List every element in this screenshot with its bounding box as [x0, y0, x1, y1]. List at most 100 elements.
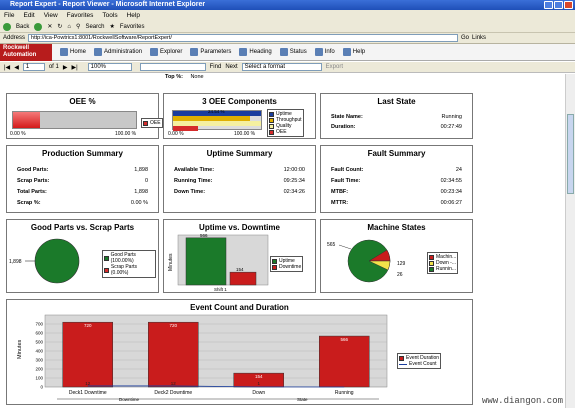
maximize-button[interactable]	[554, 1, 563, 9]
uptime-summary-title: Uptime Summary	[206, 149, 273, 158]
help-icon	[342, 48, 351, 56]
back-arrow-icon[interactable]	[3, 22, 11, 31]
oee-gauge-fill	[13, 112, 41, 128]
nav-explorer[interactable]: Explorer	[150, 48, 182, 56]
back-button[interactable]: Back	[16, 23, 30, 30]
oee-title: OEE %	[69, 97, 96, 106]
bar-value-label: 720	[169, 323, 177, 328]
event-ylabel: Minutes	[17, 339, 23, 359]
good-vs-scrap-panel: Good Parts vs. Scrap Parts 1,898 Good Pa…	[6, 219, 159, 293]
explorer-icon	[150, 48, 159, 56]
menu-help[interactable]: Help	[126, 12, 140, 19]
oee-components-max: 100.00 %	[234, 131, 256, 137]
bar-downtime	[229, 271, 257, 286]
nav-status[interactable]: Status	[279, 48, 307, 56]
home-icon[interactable]: ⌂	[67, 23, 72, 30]
oee-legend: OEE	[141, 118, 163, 128]
admin-icon	[94, 48, 103, 56]
watermark-text: www.diangon.com	[481, 396, 563, 406]
menu-tools[interactable]: Tools	[102, 12, 118, 19]
bar-value-label: 566	[340, 337, 348, 342]
count-value-label: 1	[257, 381, 260, 386]
page-number-input[interactable]: 1	[22, 63, 45, 71]
xtick-label: Down	[252, 390, 265, 396]
next-link[interactable]: Next	[225, 64, 238, 70]
prev-page-icon[interactable]: ◀	[14, 64, 19, 71]
machine-states-legend: Machin... Down -... Runnin...	[427, 252, 459, 274]
event-chart-panel: Event Count and Duration Minutes 0 100 200…	[6, 299, 473, 405]
heading-icon	[239, 48, 248, 56]
nav-parameters[interactable]: Parameters	[190, 48, 231, 56]
favorites-button[interactable]: Favorites	[119, 23, 145, 30]
uptime-vs-downtime-chart: 566 154 Shift 1 Minutes	[168, 233, 269, 292]
go-button[interactable]: Go	[461, 35, 470, 41]
good-vs-scrap-legend: Good Parts (100.00%) Scrap Parts (0.00%)	[102, 250, 156, 278]
search-icon[interactable]: ⚲	[76, 24, 81, 30]
oee-components-panel: 3 OEE Components 24.54 % 0.00 % 100.00 %…	[163, 93, 316, 139]
first-page-icon[interactable]: |◀	[4, 64, 11, 71]
address-input[interactable]: http://ica-Powtrics1:8001/RockwellSoftwa…	[28, 34, 459, 42]
refresh-icon[interactable]: ↻	[57, 24, 63, 30]
vertical-scrollbar[interactable]	[565, 74, 575, 408]
page-count: of 1	[48, 64, 59, 70]
favorites-icon[interactable]: ★	[109, 24, 115, 30]
machine-states-title: Machine States	[367, 223, 426, 232]
count-value-label: 12	[85, 381, 91, 386]
oee-components-title: 3 OEE Components	[202, 97, 277, 106]
bar-label-uptime: 566	[200, 233, 208, 238]
close-button[interactable]	[564, 1, 573, 9]
top-filter-value: None	[190, 74, 204, 80]
nav-heading[interactable]: Heading	[239, 48, 272, 56]
home-icon	[60, 48, 68, 56]
menu-file[interactable]: File	[4, 12, 15, 19]
format-select[interactable]: Select a format	[241, 63, 322, 71]
menu-view[interactable]: View	[43, 12, 58, 19]
machine-states-pie: 565 129 26	[327, 239, 406, 283]
find-input[interactable]	[139, 63, 206, 71]
minimize-button[interactable]	[544, 1, 553, 9]
bar-label-downtime: 154	[236, 267, 244, 272]
ytick-label: 300	[35, 358, 43, 363]
good-vs-scrap-pie: 1,898	[9, 238, 80, 284]
menu-favorites[interactable]: Favorites	[66, 12, 94, 19]
menu-edit[interactable]: Edit	[23, 12, 35, 19]
search-button[interactable]: Search	[85, 23, 105, 30]
xtick-label: Deck1 Downtime	[69, 390, 107, 396]
last-state-title: Last State	[377, 97, 416, 106]
address-bar: Address http://ica-Powtrics1:8001/Rockwe…	[0, 33, 575, 44]
top-filter-label: Top %:	[165, 74, 183, 80]
event-chart-legend: Event Duration Event Count	[397, 353, 442, 369]
last-page-icon[interactable]: ▶|	[71, 64, 78, 71]
uvd-ylabel: Minutes	[168, 253, 174, 271]
window-titlebar: Report Expert - Report Viewer - Microsof…	[0, 0, 575, 10]
ytick-label: 0	[40, 385, 43, 390]
find-link[interactable]: Find	[209, 64, 222, 70]
ytick-label: 500	[35, 340, 43, 345]
zoom-select[interactable]: 100%	[87, 63, 132, 71]
group-label-downtime: Downtime	[119, 397, 140, 402]
scrollbar-thumb[interactable]	[567, 114, 574, 194]
ytick-label: 600	[35, 331, 43, 336]
ytick-label: 400	[35, 349, 43, 354]
forward-arrow-icon[interactable]	[34, 22, 43, 31]
pie-label-129: 129	[397, 261, 406, 267]
count-value-label: 12	[171, 381, 177, 386]
xtick-label: Running	[335, 390, 354, 396]
next-page-icon[interactable]: ▶	[62, 64, 68, 71]
uptime-vs-downtime-panel: Uptime vs. Downtime 566 154 Shift 1 Minu…	[163, 219, 316, 293]
pie-label-good: 1,898	[9, 259, 22, 265]
nav-info[interactable]: Info	[314, 48, 335, 56]
nav-help[interactable]: Help	[342, 48, 365, 56]
pie-label-26: 26	[397, 272, 403, 278]
report-toolbar: |◀ ◀ 1 of 1 ▶ ▶| 100% Find Next Select a…	[0, 62, 575, 73]
rockwell-logo: Rockwell Automation	[0, 43, 52, 61]
stop-icon[interactable]: ✕	[47, 24, 53, 30]
uptime-summary-panel: Uptime Summary Available Time: 12:00:00 R…	[163, 145, 316, 213]
bar-value-label: 720	[84, 323, 92, 328]
links-button[interactable]: Links	[472, 35, 487, 41]
top-filter: Top %: None	[0, 74, 565, 83]
nav-home[interactable]: Home	[60, 48, 86, 56]
nav-administration[interactable]: Administration	[94, 48, 142, 56]
app-header: Rockwell Automation Home Administration E…	[0, 43, 575, 61]
export-link[interactable]: Export	[325, 64, 343, 70]
